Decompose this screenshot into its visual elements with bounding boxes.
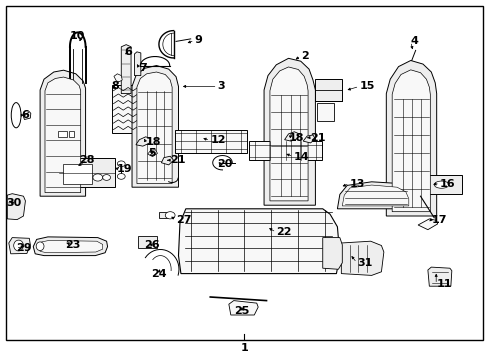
Text: 29: 29 bbox=[16, 243, 31, 253]
Text: 1: 1 bbox=[240, 343, 248, 353]
Bar bbox=[59, 158, 115, 187]
Polygon shape bbox=[45, 77, 81, 193]
Polygon shape bbox=[269, 67, 307, 201]
Polygon shape bbox=[417, 219, 437, 230]
Text: 10: 10 bbox=[69, 31, 85, 41]
Polygon shape bbox=[284, 132, 299, 141]
Polygon shape bbox=[9, 238, 30, 254]
Polygon shape bbox=[23, 112, 31, 120]
Ellipse shape bbox=[11, 103, 21, 128]
Text: 18: 18 bbox=[145, 137, 161, 147]
Ellipse shape bbox=[117, 174, 125, 179]
Text: 11: 11 bbox=[435, 279, 451, 289]
Polygon shape bbox=[147, 150, 157, 157]
Polygon shape bbox=[137, 72, 172, 184]
Polygon shape bbox=[39, 240, 102, 253]
Bar bbox=[249, 141, 321, 160]
Polygon shape bbox=[386, 60, 436, 216]
Text: 9: 9 bbox=[194, 35, 202, 45]
Polygon shape bbox=[40, 70, 85, 196]
Ellipse shape bbox=[36, 242, 44, 251]
Text: 22: 22 bbox=[276, 227, 291, 237]
Polygon shape bbox=[303, 135, 315, 143]
Text: 30: 30 bbox=[6, 198, 21, 208]
Polygon shape bbox=[114, 74, 122, 82]
Ellipse shape bbox=[14, 240, 23, 251]
Polygon shape bbox=[178, 209, 339, 274]
Polygon shape bbox=[33, 237, 107, 256]
Text: 21: 21 bbox=[170, 155, 185, 165]
Text: 16: 16 bbox=[439, 179, 455, 189]
Polygon shape bbox=[161, 156, 173, 165]
Bar bbox=[138, 236, 157, 248]
Polygon shape bbox=[134, 52, 141, 76]
Text: 24: 24 bbox=[151, 269, 166, 279]
Bar bbox=[58, 131, 66, 137]
Polygon shape bbox=[341, 241, 383, 275]
Polygon shape bbox=[136, 137, 150, 146]
Polygon shape bbox=[322, 238, 342, 269]
Bar bbox=[315, 79, 342, 101]
Ellipse shape bbox=[117, 161, 125, 167]
Text: 21: 21 bbox=[310, 132, 325, 143]
Ellipse shape bbox=[102, 175, 110, 180]
Polygon shape bbox=[391, 70, 429, 212]
Text: 19: 19 bbox=[116, 164, 132, 174]
Text: 23: 23 bbox=[64, 240, 80, 250]
Text: 20: 20 bbox=[217, 159, 232, 169]
Text: 13: 13 bbox=[349, 179, 364, 189]
Polygon shape bbox=[337, 182, 414, 209]
Polygon shape bbox=[427, 267, 451, 286]
Polygon shape bbox=[7, 194, 25, 220]
Bar bbox=[62, 164, 92, 184]
Bar bbox=[421, 175, 461, 194]
Ellipse shape bbox=[165, 212, 175, 219]
Text: 27: 27 bbox=[176, 215, 191, 225]
Text: 6: 6 bbox=[21, 110, 29, 120]
Text: 28: 28 bbox=[79, 155, 95, 165]
Text: 8: 8 bbox=[111, 81, 119, 91]
Bar bbox=[316, 103, 333, 121]
Text: 17: 17 bbox=[430, 215, 446, 225]
Polygon shape bbox=[342, 185, 408, 206]
Text: 12: 12 bbox=[210, 135, 225, 145]
Text: 7: 7 bbox=[139, 63, 147, 73]
Polygon shape bbox=[264, 58, 315, 205]
Bar bbox=[175, 130, 246, 153]
Text: 4: 4 bbox=[410, 36, 418, 46]
Bar bbox=[69, 131, 74, 137]
Bar bbox=[112, 85, 139, 133]
Bar bbox=[159, 212, 167, 218]
Text: 25: 25 bbox=[234, 306, 249, 316]
Text: 2: 2 bbox=[300, 51, 308, 61]
Ellipse shape bbox=[433, 181, 448, 188]
Ellipse shape bbox=[93, 174, 102, 181]
Text: 31: 31 bbox=[356, 258, 371, 268]
Text: 5: 5 bbox=[147, 148, 155, 158]
Polygon shape bbox=[132, 66, 178, 187]
Text: 6: 6 bbox=[124, 47, 132, 57]
Text: 26: 26 bbox=[143, 240, 159, 250]
Polygon shape bbox=[228, 301, 258, 315]
Text: 15: 15 bbox=[359, 81, 374, 91]
Text: 18: 18 bbox=[288, 132, 304, 143]
Polygon shape bbox=[121, 45, 131, 94]
Text: 14: 14 bbox=[293, 152, 308, 162]
Text: 3: 3 bbox=[217, 81, 225, 91]
